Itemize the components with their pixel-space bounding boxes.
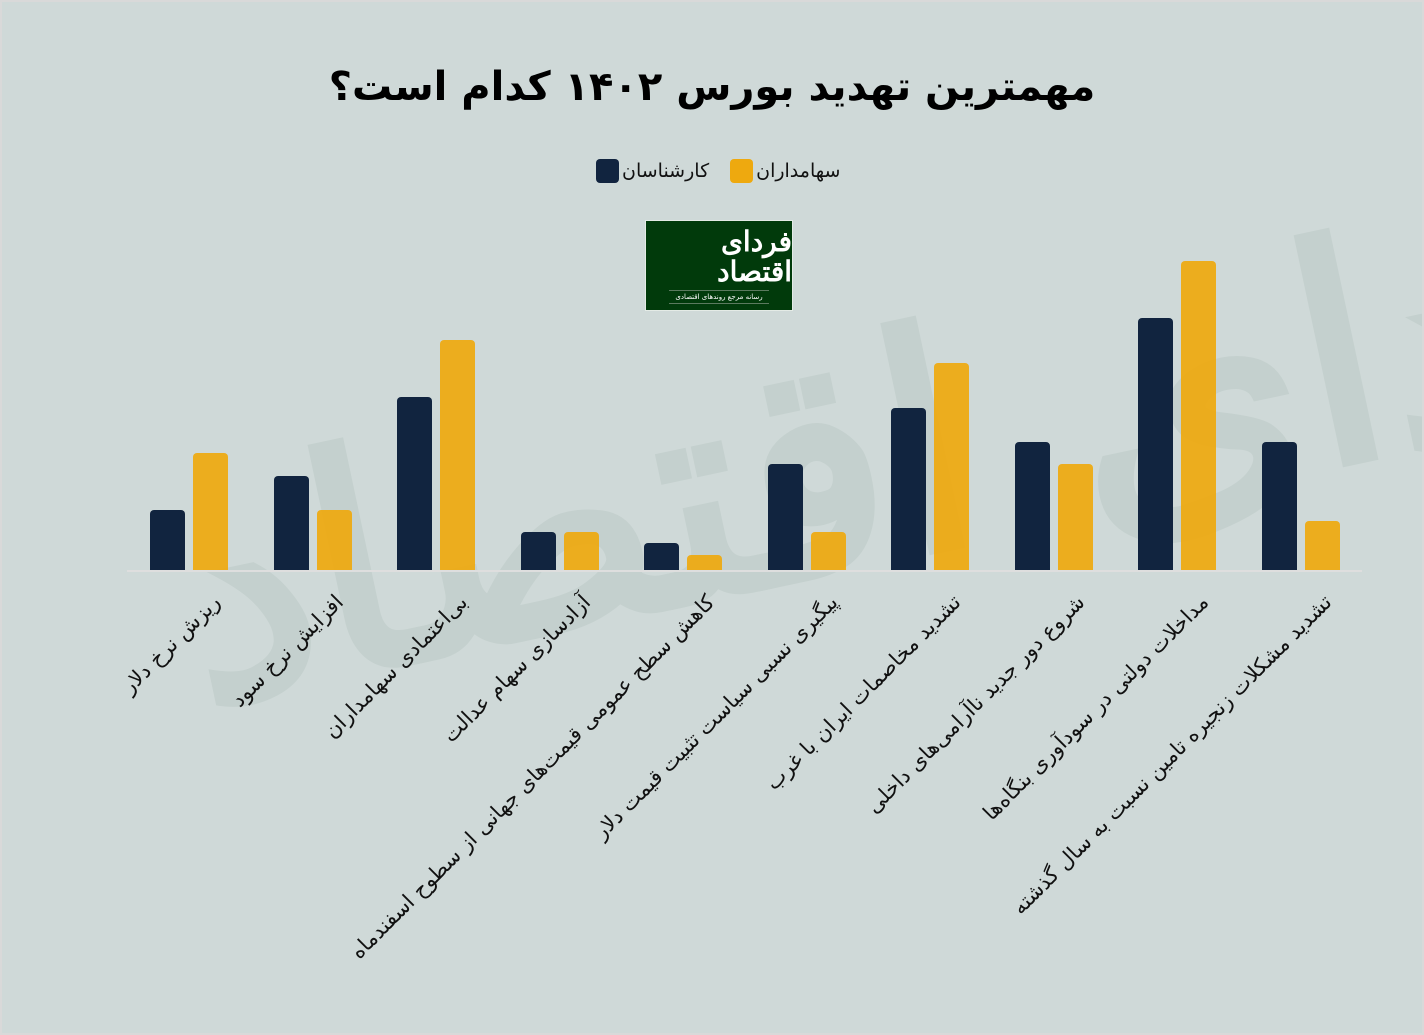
legend-swatch-experts [596,159,619,183]
legend: کارشناسان سهامداران [596,159,840,183]
bar-shareholders [810,532,846,570]
x-axis-label: پیگیری نسبی سیاست تثبیت قیمت دلار [588,590,843,844]
bar-experts [1014,442,1050,570]
legend-label-shareholders: سهامداران [756,160,841,182]
bar-shareholders [316,510,352,570]
legend-item-shareholders: سهامداران [730,159,840,183]
x-axis-label: افزایش نرخ سود [226,590,349,712]
bar-shareholders [193,453,228,570]
bar-experts [273,476,309,570]
bar-experts [644,543,679,570]
x-axis-label: شروع دور جدید ناآرامی‌های داخلی [861,590,1090,818]
x-axis-label: تشدید مخاصمات ایران با غرب [761,590,966,795]
bar-shareholders [440,340,475,570]
logo-title: فردای اقتصاد [717,225,792,288]
logo-tagline: رسانه مرجع روندهای اقتصادی [669,290,769,304]
legend-swatch-shareholders [730,159,754,183]
x-axis-label: مداخلات دولتی در سودآوری بنگاه‌ها [977,590,1213,825]
bar-experts [520,532,556,570]
x-axis-baseline [127,570,1362,572]
chart-title: مهمترین تهدید بورس ۱۴۰۲ کدام است؟ [328,64,1096,110]
bar-shareholders [1057,464,1093,570]
legend-item-experts: کارشناسان [596,159,709,183]
brand-logo: فردای اقتصاد رسانه مرجع روندهای اقتصادی [645,220,793,311]
bar-experts [150,510,185,570]
bar-experts [1261,442,1297,570]
bar-experts [891,408,926,570]
bar-experts [397,397,432,570]
bar-experts [1138,318,1173,570]
bar-experts [767,464,803,570]
bar-shareholders [563,532,599,570]
bar-shareholders [1304,521,1340,570]
bar-shareholders [934,363,969,570]
watermark-text: فردای اقتصاد [143,82,1422,775]
legend-label-experts: کارشناسان [622,160,710,182]
bar-shareholders [687,555,722,570]
bar-shareholders [1181,261,1216,570]
x-axis-label: ریزش نرخ دلار [116,590,225,699]
